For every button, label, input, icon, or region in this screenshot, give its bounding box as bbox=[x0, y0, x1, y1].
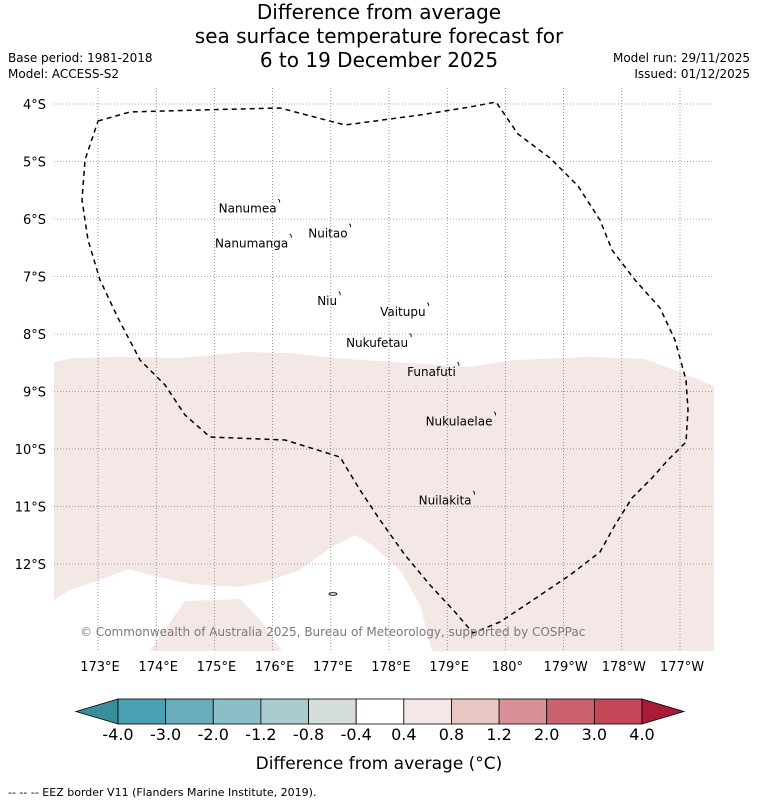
island-outline bbox=[426, 302, 430, 307]
colorbar-tick-label: -2.0 bbox=[198, 725, 229, 744]
lat-tick-label: 10°S bbox=[15, 443, 46, 458]
islet-mark bbox=[328, 592, 338, 596]
island-outline bbox=[289, 233, 292, 238]
lat-tick-label: 11°S bbox=[15, 501, 46, 516]
lat-tick-label: 8°S bbox=[23, 328, 46, 343]
lat-tick-label: 6°S bbox=[23, 213, 46, 228]
model-run: Model run: 29/11/2025 bbox=[612, 51, 750, 65]
island-outline bbox=[472, 490, 476, 495]
colorbar-tick-label: -3.0 bbox=[150, 725, 181, 744]
island-label: Nuilakita bbox=[419, 494, 472, 508]
base-period: Base period: 1981-2018 bbox=[8, 51, 153, 65]
colorbar-bin bbox=[451, 698, 500, 725]
anomaly-region-south bbox=[150, 599, 282, 651]
title-line-1: Difference from average bbox=[256, 0, 502, 24]
lat-tick-label: 9°S bbox=[23, 386, 46, 401]
island-label: Nanumanga bbox=[215, 237, 288, 251]
colorbar-bin bbox=[498, 698, 548, 725]
colorbar-bin bbox=[308, 698, 357, 725]
island-outline bbox=[338, 291, 341, 296]
colorbar-tick-label: -0.8 bbox=[293, 725, 324, 744]
colorbar-tick-label: 1.2 bbox=[486, 725, 511, 744]
lon-tick-label: 179°W bbox=[544, 660, 588, 675]
island-label: Nanumea bbox=[219, 202, 277, 216]
lon-tick-label: 177°E bbox=[313, 660, 353, 675]
lon-tick-label: 175°E bbox=[197, 660, 237, 675]
colorbar-bin bbox=[260, 698, 309, 725]
island-label: Vaitupu bbox=[380, 305, 426, 319]
lon-tick-label: 174°E bbox=[138, 660, 178, 675]
colorbar-tick-label: 0.8 bbox=[439, 725, 464, 744]
island-outline bbox=[457, 361, 460, 366]
copyright-notice: © Commonwealth of Australia 2025, Bureau… bbox=[80, 625, 585, 639]
colorbar-bin bbox=[165, 698, 214, 725]
map-title: Difference from average sea surface temp… bbox=[0, 0, 758, 72]
colorbar-tick-label: 4.0 bbox=[629, 725, 654, 744]
title-line-2: sea surface temperature forecast for bbox=[194, 24, 564, 48]
colorbar-under-arrow bbox=[74, 698, 119, 725]
eez-note: -- -- -- EEZ border V11 (Flanders Marine… bbox=[8, 786, 317, 799]
colorbar-over-arrow bbox=[641, 698, 686, 725]
colorbar: -4.0 -3.0 -2.0 -1.2 -0.8 -0.4 0.4 0.8 1.2 2.0 3.0 4… bbox=[74, 698, 686, 744]
island-outline bbox=[409, 333, 412, 338]
issued-date: Issued: 01/12/2025 bbox=[634, 67, 750, 81]
lon-tick-label: 178°W bbox=[602, 660, 646, 675]
lat-tick-label: 12°S bbox=[15, 558, 46, 573]
island-label: Nukulaelae bbox=[426, 414, 493, 428]
title-line-3: 6 to 19 December 2025 bbox=[259, 48, 499, 72]
colorbar-tick-label: 2.0 bbox=[534, 725, 559, 744]
lon-tick-label: 178°E bbox=[371, 660, 411, 675]
colorbar-tick-label: 3.0 bbox=[582, 725, 607, 744]
colorbar-label: Difference from average (°C) bbox=[256, 754, 503, 774]
longitude-labels: 173°E 174°E 175°E 176°E 177°E 178°E 179°E 180° 1… bbox=[80, 660, 704, 675]
model-name: Model: ACCESS-S2 bbox=[8, 67, 120, 81]
anomaly-region-main bbox=[54, 352, 714, 651]
lat-tick-label: 4°S bbox=[23, 98, 46, 113]
colorbar-tick-label: 0.4 bbox=[391, 725, 416, 744]
colorbar-bin bbox=[403, 698, 452, 725]
island-outline bbox=[348, 223, 352, 228]
colorbar-bin bbox=[117, 698, 167, 725]
island-outline bbox=[277, 198, 281, 203]
island-outline bbox=[493, 411, 497, 416]
colorbar-bin bbox=[355, 698, 405, 725]
sst-anomaly-map: Nanumea Nuitao Nanumanga Niu Vaitupu Nukufeta… bbox=[15, 88, 714, 774]
lon-tick-label: 177°W bbox=[660, 660, 704, 675]
island-label: Niu bbox=[317, 294, 337, 308]
latitude-labels: 4°S 5°S 6°S 7°S 8°S 9°S 10°S 11°S 12°S bbox=[15, 98, 46, 573]
meta-left: Base period: 1981-2018 Model: ACCESS-S2 bbox=[8, 50, 153, 82]
lon-tick-label: 173°E bbox=[80, 660, 120, 675]
island-labels: Nanumea Nuitao Nanumanga Niu Vaitupu Nukufeta… bbox=[215, 202, 492, 508]
island-label: Nuitao bbox=[308, 226, 347, 240]
lat-tick-label: 5°S bbox=[23, 156, 46, 171]
eez-border bbox=[81, 101, 689, 634]
graticule bbox=[54, 88, 714, 651]
colorbar-tick-label: -0.4 bbox=[341, 725, 372, 744]
lat-tick-label: 7°S bbox=[23, 271, 46, 286]
lon-tick-label: 180° bbox=[492, 660, 523, 675]
colorbar-bin bbox=[593, 698, 643, 725]
island-label: Nukufetau bbox=[346, 336, 408, 350]
meta-right: Model run: 29/11/2025 Issued: 01/12/2025 bbox=[613, 50, 750, 82]
island-label: Funafuti bbox=[407, 365, 456, 379]
colorbar-tick-label: -4.0 bbox=[102, 725, 133, 744]
colorbar-tick-label: -1.2 bbox=[245, 725, 276, 744]
island-outlines bbox=[277, 198, 497, 495]
map-plot-area: Nanumea Nuitao Nanumanga Niu Vaitupu Nukufeta… bbox=[54, 88, 714, 651]
colorbar-bin bbox=[546, 698, 595, 725]
lon-tick-label: 179°E bbox=[429, 660, 469, 675]
lon-tick-label: 176°E bbox=[255, 660, 295, 675]
colorbar-bin bbox=[212, 698, 262, 725]
